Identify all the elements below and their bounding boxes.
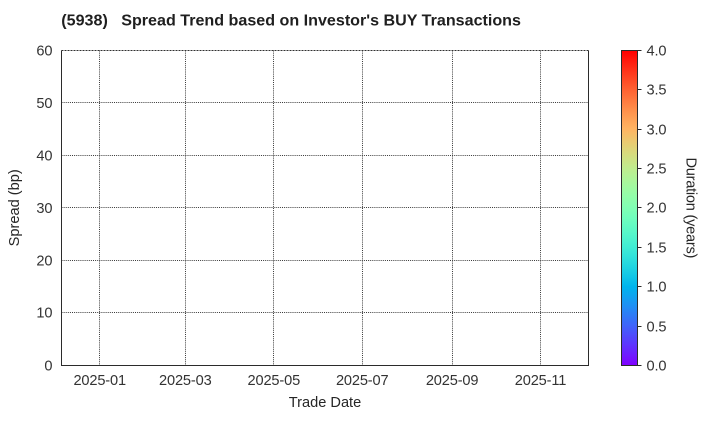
svg-text:0: 0 (44, 358, 52, 374)
svg-text:0.0: 0.0 (647, 359, 667, 375)
svg-text:Trade Date: Trade Date (289, 395, 361, 411)
svg-text:10: 10 (36, 306, 52, 322)
svg-text:(5938) Spread Trend based on: (5938) Spread Trend based on Investor's … (61, 12, 521, 30)
svg-text:0.5: 0.5 (647, 320, 667, 336)
svg-text:40: 40 (36, 148, 52, 164)
svg-text:2.0: 2.0 (647, 201, 667, 217)
svg-text:60: 60 (36, 44, 52, 60)
svg-text:1.0: 1.0 (647, 280, 667, 296)
svg-text:2025-07: 2025-07 (336, 373, 389, 389)
svg-text:2025-11: 2025-11 (515, 373, 566, 389)
svg-text:2025-05: 2025-05 (248, 373, 301, 389)
svg-text:2025-01: 2025-01 (73, 373, 126, 389)
svg-text:30: 30 (36, 201, 52, 217)
svg-text:1.5: 1.5 (647, 241, 667, 257)
svg-text:50: 50 (36, 96, 52, 112)
svg-text:2025-03: 2025-03 (159, 373, 212, 389)
svg-text:Spread (bp): Spread (bp) (7, 169, 23, 246)
svg-text:2025-09: 2025-09 (426, 373, 479, 389)
svg-text:4.0: 4.0 (647, 44, 667, 60)
svg-text:20: 20 (36, 253, 52, 269)
svg-text:3.0: 3.0 (647, 123, 667, 139)
svg-text:Duration (years): Duration (years) (683, 157, 699, 258)
svg-text:3.5: 3.5 (647, 83, 667, 99)
svg-text:2.5: 2.5 (647, 162, 667, 178)
